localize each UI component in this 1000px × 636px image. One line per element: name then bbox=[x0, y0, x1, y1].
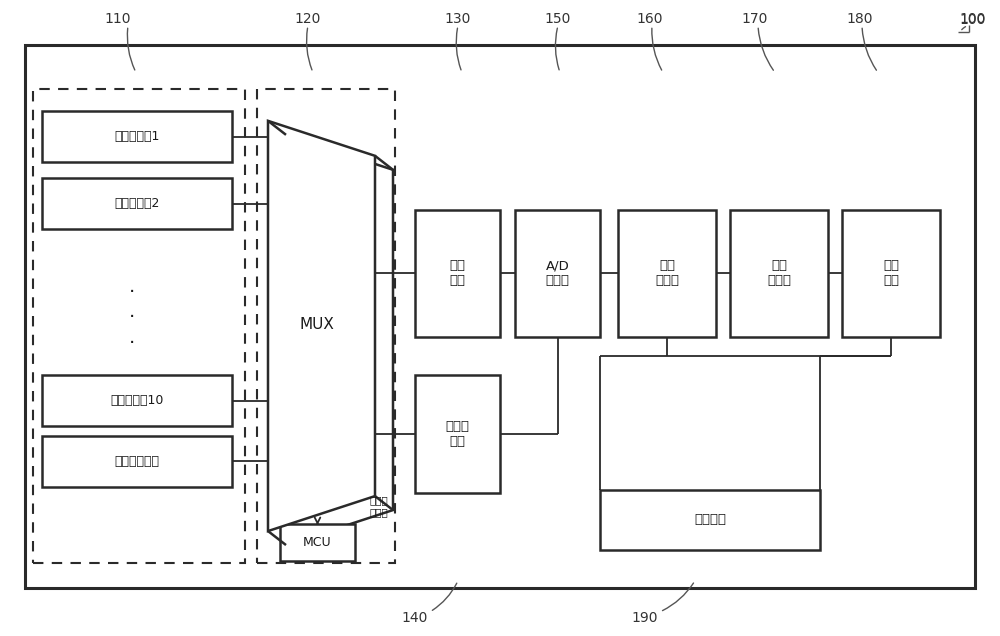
Text: .: . bbox=[129, 277, 135, 296]
Text: MCU: MCU bbox=[303, 536, 332, 549]
FancyBboxPatch shape bbox=[25, 45, 975, 588]
Text: 预处理
模块: 预处理 模块 bbox=[445, 420, 470, 448]
Text: 100: 100 bbox=[960, 12, 986, 26]
FancyBboxPatch shape bbox=[42, 178, 232, 229]
Text: .: . bbox=[129, 302, 135, 321]
Text: .: . bbox=[129, 328, 135, 347]
Text: 第一
处理器: 第一 处理器 bbox=[655, 259, 679, 287]
Text: 140: 140 bbox=[402, 611, 428, 625]
Text: 应变传感刨2: 应变传感刨2 bbox=[114, 197, 160, 210]
Polygon shape bbox=[286, 135, 393, 545]
Text: 150: 150 bbox=[545, 12, 571, 26]
FancyBboxPatch shape bbox=[618, 210, 716, 337]
Polygon shape bbox=[268, 121, 375, 531]
Text: 第二
处理器: 第二 处理器 bbox=[767, 259, 791, 287]
FancyBboxPatch shape bbox=[257, 89, 395, 563]
FancyBboxPatch shape bbox=[415, 375, 500, 493]
FancyBboxPatch shape bbox=[42, 436, 232, 487]
FancyBboxPatch shape bbox=[842, 210, 940, 337]
Text: 通信
模块: 通信 模块 bbox=[883, 259, 899, 287]
Text: 190: 190 bbox=[632, 611, 658, 625]
FancyBboxPatch shape bbox=[280, 524, 355, 561]
Text: 应变传感刨1: 应变传感刨1 bbox=[114, 130, 160, 143]
FancyBboxPatch shape bbox=[42, 375, 232, 426]
Text: 100: 100 bbox=[960, 13, 986, 27]
Text: 170: 170 bbox=[742, 12, 768, 26]
Text: 加速度传感器: 加速度传感器 bbox=[114, 455, 160, 467]
Text: 所选择
的信号: 所选择 的信号 bbox=[370, 495, 388, 517]
Text: 160: 160 bbox=[637, 12, 663, 26]
Text: 触觉模块: 触觉模块 bbox=[694, 513, 726, 527]
Text: 120: 120 bbox=[295, 12, 321, 26]
Text: 180: 180 bbox=[847, 12, 873, 26]
FancyBboxPatch shape bbox=[730, 210, 828, 337]
Text: A/D
转换器: A/D 转换器 bbox=[546, 259, 570, 287]
FancyBboxPatch shape bbox=[515, 210, 600, 337]
Text: MUX: MUX bbox=[300, 317, 334, 332]
Text: 应变传感劂10: 应变传感劂10 bbox=[110, 394, 164, 407]
FancyBboxPatch shape bbox=[600, 490, 820, 550]
FancyBboxPatch shape bbox=[42, 111, 232, 162]
Text: 放大
模块: 放大 模块 bbox=[449, 259, 465, 287]
Text: 130: 130 bbox=[445, 12, 471, 26]
FancyBboxPatch shape bbox=[33, 89, 245, 563]
Text: 110: 110 bbox=[105, 12, 131, 26]
FancyBboxPatch shape bbox=[415, 210, 500, 337]
